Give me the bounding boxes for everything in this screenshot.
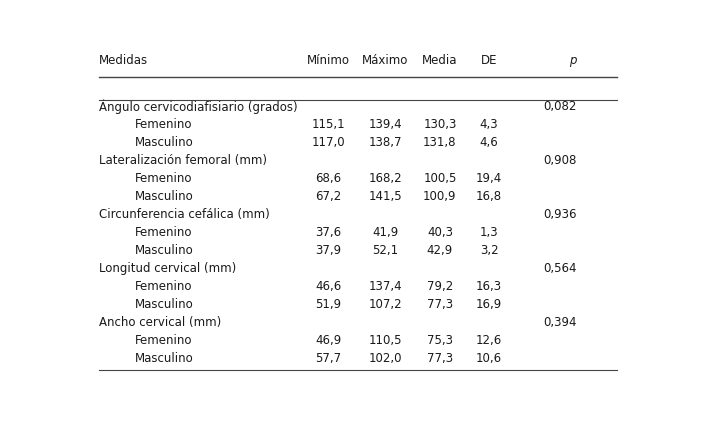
- Text: 100,5: 100,5: [423, 172, 457, 185]
- Text: 137,4: 137,4: [368, 280, 402, 293]
- Text: 68,6: 68,6: [315, 172, 341, 185]
- Text: 0,564: 0,564: [543, 262, 577, 275]
- Text: 139,4: 139,4: [368, 118, 402, 131]
- Text: 102,0: 102,0: [369, 352, 402, 365]
- Text: Masculino: Masculino: [134, 190, 193, 203]
- Text: 51,9: 51,9: [315, 298, 341, 311]
- Text: 75,3: 75,3: [427, 334, 453, 347]
- Text: Circunferencia cefálica (mm): Circunferencia cefálica (mm): [99, 208, 270, 221]
- Text: 46,6: 46,6: [315, 280, 341, 293]
- Text: Masculino: Masculino: [134, 298, 193, 311]
- Text: 0,936: 0,936: [543, 208, 577, 221]
- Text: Media: Media: [422, 54, 458, 67]
- Text: 100,9: 100,9: [423, 190, 457, 203]
- Text: Femenino: Femenino: [134, 334, 192, 347]
- Text: Medidas: Medidas: [99, 54, 148, 67]
- Text: 4,6: 4,6: [479, 136, 498, 149]
- Text: 77,3: 77,3: [427, 352, 453, 365]
- Text: 67,2: 67,2: [315, 190, 341, 203]
- Text: 130,3: 130,3: [423, 118, 457, 131]
- Text: 0,082: 0,082: [543, 100, 577, 113]
- Text: 16,8: 16,8: [476, 190, 502, 203]
- Text: 115,1: 115,1: [311, 118, 345, 131]
- Text: p: p: [569, 54, 577, 67]
- Text: Lateralización femoral (mm): Lateralización femoral (mm): [99, 154, 267, 167]
- Text: Masculino: Masculino: [134, 352, 193, 365]
- Text: Femenino: Femenino: [134, 280, 192, 293]
- Text: 79,2: 79,2: [427, 280, 453, 293]
- Text: 19,4: 19,4: [476, 172, 502, 185]
- Text: 110,5: 110,5: [369, 334, 402, 347]
- Text: 12,6: 12,6: [476, 334, 502, 347]
- Text: 131,8: 131,8: [423, 136, 457, 149]
- Text: 10,6: 10,6: [476, 352, 502, 365]
- Text: 57,7: 57,7: [315, 352, 341, 365]
- Text: 3,2: 3,2: [479, 244, 498, 257]
- Text: 41,9: 41,9: [372, 226, 398, 239]
- Text: 1,3: 1,3: [479, 226, 498, 239]
- Text: 141,5: 141,5: [368, 190, 402, 203]
- Text: Femenino: Femenino: [134, 172, 192, 185]
- Text: 52,1: 52,1: [372, 244, 398, 257]
- Text: 16,9: 16,9: [476, 298, 502, 311]
- Text: 168,2: 168,2: [368, 172, 402, 185]
- Text: Mínimo: Mínimo: [306, 54, 350, 67]
- Text: Máximo: Máximo: [362, 54, 408, 67]
- Text: Masculino: Masculino: [134, 244, 193, 257]
- Text: 37,6: 37,6: [315, 226, 341, 239]
- Text: 42,9: 42,9: [427, 244, 453, 257]
- Text: Ángulo cervicodiafisiario (grados): Ángulo cervicodiafisiario (grados): [99, 99, 298, 114]
- Text: Femenino: Femenino: [134, 118, 192, 131]
- Text: DE: DE: [481, 54, 497, 67]
- Text: Longitud cervical (mm): Longitud cervical (mm): [99, 262, 236, 275]
- Text: Femenino: Femenino: [134, 226, 192, 239]
- Text: 37,9: 37,9: [315, 244, 341, 257]
- Text: 77,3: 77,3: [427, 298, 453, 311]
- Text: 46,9: 46,9: [315, 334, 341, 347]
- Text: 138,7: 138,7: [369, 136, 402, 149]
- Text: 40,3: 40,3: [427, 226, 453, 239]
- Text: Masculino: Masculino: [134, 136, 193, 149]
- Text: 107,2: 107,2: [368, 298, 402, 311]
- Text: 0,394: 0,394: [543, 316, 577, 329]
- Text: 117,0: 117,0: [311, 136, 345, 149]
- Text: Ancho cervical (mm): Ancho cervical (mm): [99, 316, 221, 329]
- Text: 0,908: 0,908: [543, 154, 577, 167]
- Text: 4,3: 4,3: [479, 118, 498, 131]
- Text: 16,3: 16,3: [476, 280, 502, 293]
